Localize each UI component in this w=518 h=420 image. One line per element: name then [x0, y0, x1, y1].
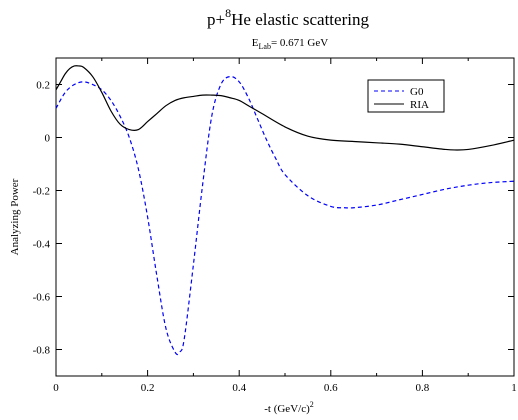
x-axis-label-superscript: 2: [310, 400, 314, 409]
y-tick-label: 0: [45, 133, 51, 145]
chart-subtitle-suffix: = 0.671 GeV: [271, 37, 328, 49]
legend-label-ria: RIA: [410, 99, 429, 111]
series-line-g0: [55, 75, 515, 356]
x-tick-label: 1: [511, 382, 517, 394]
y-tick-label: -0.4: [33, 239, 51, 251]
plot-frame: [55, 57, 515, 377]
chart-subtitle: ELab= 0.671 GeV: [252, 37, 328, 51]
chart-subtitle-main: E: [252, 37, 259, 49]
chart-title-prefix: p+: [207, 10, 225, 29]
y-axis-ticks: -0.8 -0.6 -0.4 -0.2 0 0.2: [33, 80, 514, 357]
chart-subtitle-subscript: Lab: [259, 42, 271, 51]
x-tick-label: 0.6: [324, 382, 338, 394]
x-axis-ticks: 0 0.2 0.4 0.6 0.8 1: [53, 58, 517, 394]
legend: G0 RIA: [367, 79, 445, 113]
x-axis-label-main: -t (GeV/c): [264, 403, 310, 415]
x-tick-label: 0.8: [416, 382, 430, 394]
chart-title-suffix: He elastic scattering: [231, 10, 369, 29]
series-line-ria: [55, 65, 515, 151]
chart-title-superscript: 8: [225, 6, 231, 20]
y-tick-label: -0.2: [33, 186, 50, 198]
x-tick-label: 0.4: [232, 382, 246, 394]
y-tick-label: 0.2: [36, 80, 50, 92]
series-group: [55, 65, 515, 356]
y-tick-label: -0.6: [33, 292, 51, 304]
y-axis-label: Analyzing Power: [9, 178, 21, 255]
y-tick-label: -0.8: [33, 345, 51, 357]
x-tick-label: 0.2: [141, 382, 155, 394]
legend-box: [367, 79, 445, 113]
chart-title: p+8He elastic scattering: [207, 6, 369, 29]
x-tick-label: 0: [53, 382, 59, 394]
x-axis-label: -t (GeV/c)2: [264, 400, 314, 415]
legend-label-g0: G0: [410, 86, 424, 98]
